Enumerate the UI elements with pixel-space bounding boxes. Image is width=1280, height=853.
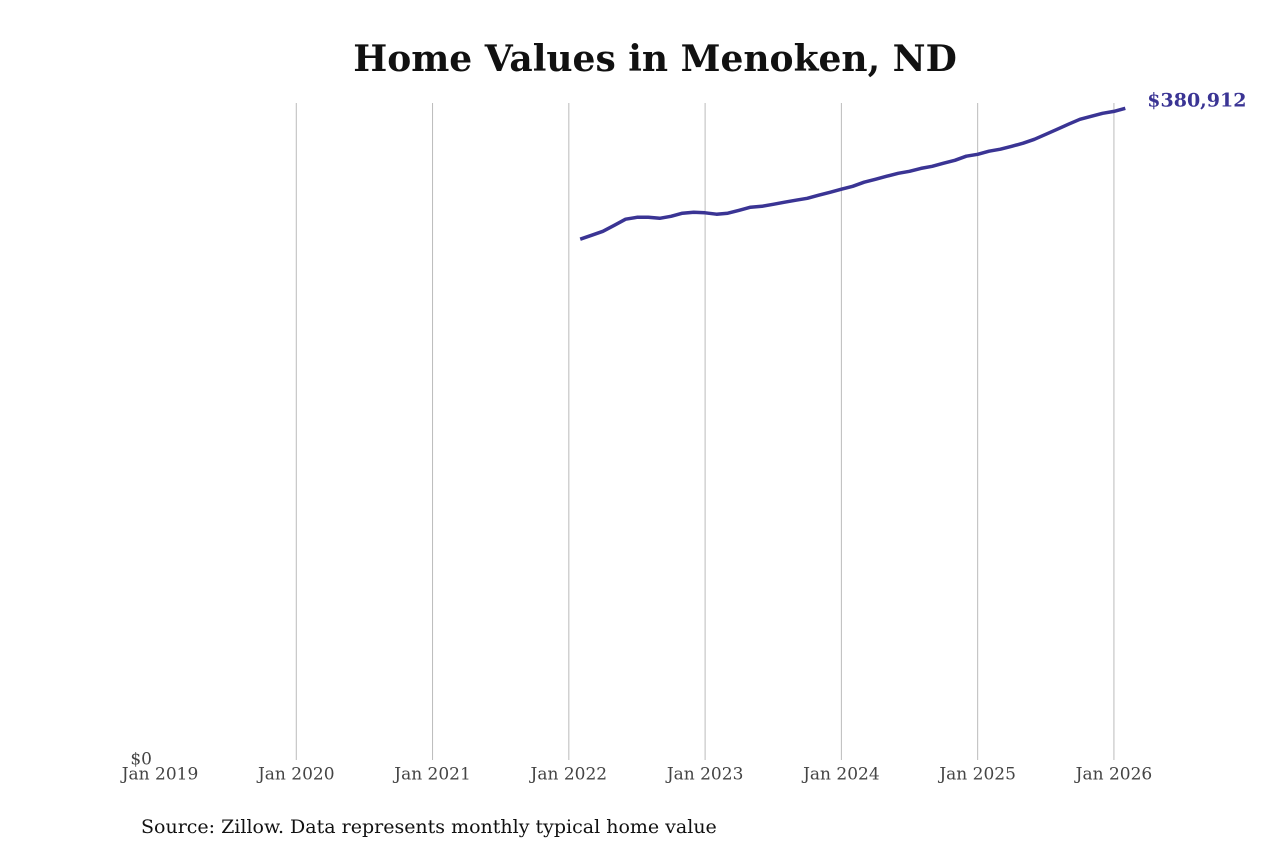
x-tick-label: Jan 2019 [120,765,199,785]
source-note: Source: Zillow. Data represents monthly … [141,816,717,838]
x-tick-label: Jan 2025 [937,765,1016,785]
chart-title: Home Values in Menoken, ND [353,38,957,80]
line [579,106,1126,241]
value-label: $380,912 [1147,89,1246,111]
x-tick-label: Jan 2021 [392,765,471,785]
x-tick-label: Jan 2023 [665,765,744,785]
x-tick-label: Jan 2024 [801,765,880,785]
x-tick-label: Jan 2020 [256,765,335,785]
x-tick-label: Jan 2026 [1074,765,1153,785]
x-tick-label: Jan 2022 [529,765,608,785]
y-tick-label: $0 [130,750,152,770]
